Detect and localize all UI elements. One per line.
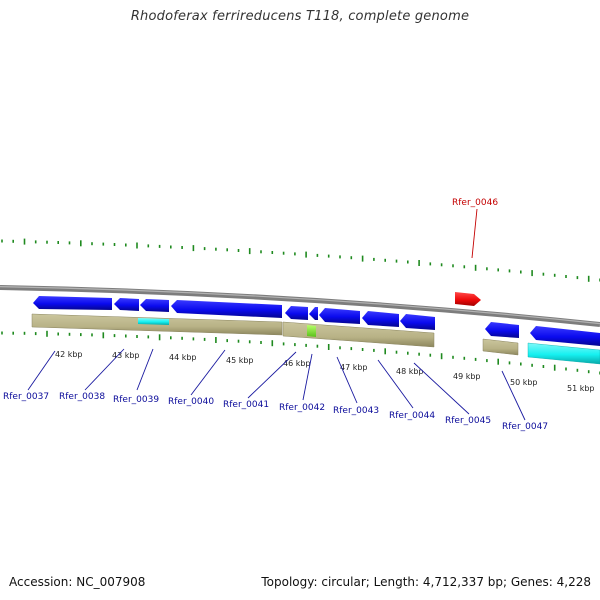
gene-labels: Rfer_0037 Rfer_0038 Rfer_0039 Rfer_0040 …: [3, 198, 548, 432]
feature-small-green: [307, 325, 316, 337]
kbp-label: 44 kbp: [169, 353, 197, 362]
kbp-label: 47 kbp: [340, 363, 368, 372]
gene-arrow-reverse[interactable]: [485, 322, 519, 338]
gene-label-rfer-0037[interactable]: Rfer_0037: [3, 392, 49, 402]
genome-backbone: [0, 285, 600, 327]
gene-arrow-reverse[interactable]: [400, 314, 435, 330]
kbp-labels: 42 kbp 43 kbp 44 kbp 45 kbp 46 kbp 47 kb…: [55, 350, 595, 393]
feature-band: [482, 338, 519, 356]
kbp-label: 48 kbp: [396, 367, 424, 376]
gene-arrow-reverse[interactable]: [309, 307, 318, 320]
gene-label-rfer-0044[interactable]: Rfer_0044: [389, 411, 435, 421]
gene-label-rfer-0038[interactable]: Rfer_0038: [59, 392, 105, 402]
kbp-label: 46 kbp: [283, 359, 311, 368]
outer-tick-track: [1, 238, 600, 282]
gene-arrow-reverse[interactable]: [140, 299, 169, 312]
feature-track: [31, 313, 600, 365]
leader-line: [27, 350, 56, 391]
leader-line-highlight: [471, 208, 478, 259]
gene-track: [33, 292, 600, 346]
gene-label-rfer-0045[interactable]: Rfer_0045: [445, 416, 491, 426]
gene-arrow-reverse[interactable]: [530, 326, 600, 346]
kbp-label: 50 kbp: [510, 378, 538, 387]
feature-band-cyan: [527, 342, 600, 365]
inner-tick-track: [1, 330, 600, 375]
kbp-label: 45 kbp: [226, 356, 254, 365]
gene-label-rfer-0039[interactable]: Rfer_0039: [113, 395, 159, 405]
topology-summary: Topology: circular; Length: 4,712,337 bp…: [261, 575, 591, 589]
gene-arrow-reverse[interactable]: [33, 296, 112, 310]
gene-label-rfer-0047[interactable]: Rfer_0047: [502, 422, 548, 432]
kbp-label: 49 kbp: [453, 372, 481, 381]
genome-title: Rhodoferax ferrireducens T118, complete …: [130, 9, 470, 24]
leader-line: [247, 351, 297, 399]
gene-label-rfer-0041[interactable]: Rfer_0041: [223, 400, 269, 410]
gene-label-rfer-0046[interactable]: Rfer_0046: [452, 198, 498, 208]
kbp-label: 42 kbp: [55, 350, 83, 359]
accession-text: Accession: NC_007908: [9, 575, 146, 589]
gene-label-rfer-0040[interactable]: Rfer_0040: [168, 397, 214, 407]
leader-line: [413, 362, 470, 415]
leader-line: [84, 348, 125, 391]
gene-arrow-reverse[interactable]: [171, 300, 282, 318]
gene-arrow-reverse[interactable]: [285, 306, 308, 320]
genome-backbone-highlight: [0, 286, 600, 325]
leader-line: [136, 348, 154, 391]
feature-band-cyan: [138, 318, 169, 325]
gene-label-rfer-0042[interactable]: Rfer_0042: [279, 403, 325, 413]
gene-arrow-reverse[interactable]: [319, 308, 360, 324]
kbp-label: 51 kbp: [567, 384, 595, 393]
feature-band: [282, 321, 435, 348]
leader-line: [336, 356, 358, 404]
leader-line: [190, 349, 226, 396]
gene-label-rfer-0043[interactable]: Rfer_0043: [333, 406, 379, 416]
gene-arrow-reverse[interactable]: [362, 311, 399, 327]
gene-label-leaders: [27, 208, 526, 421]
gene-arrow-reverse[interactable]: [114, 298, 139, 311]
leader-line: [501, 370, 526, 421]
kbp-label: 43 kbp: [112, 351, 140, 360]
leader-line: [302, 353, 313, 401]
gene-arrow-forward[interactable]: [455, 292, 481, 306]
leader-line: [377, 359, 414, 409]
